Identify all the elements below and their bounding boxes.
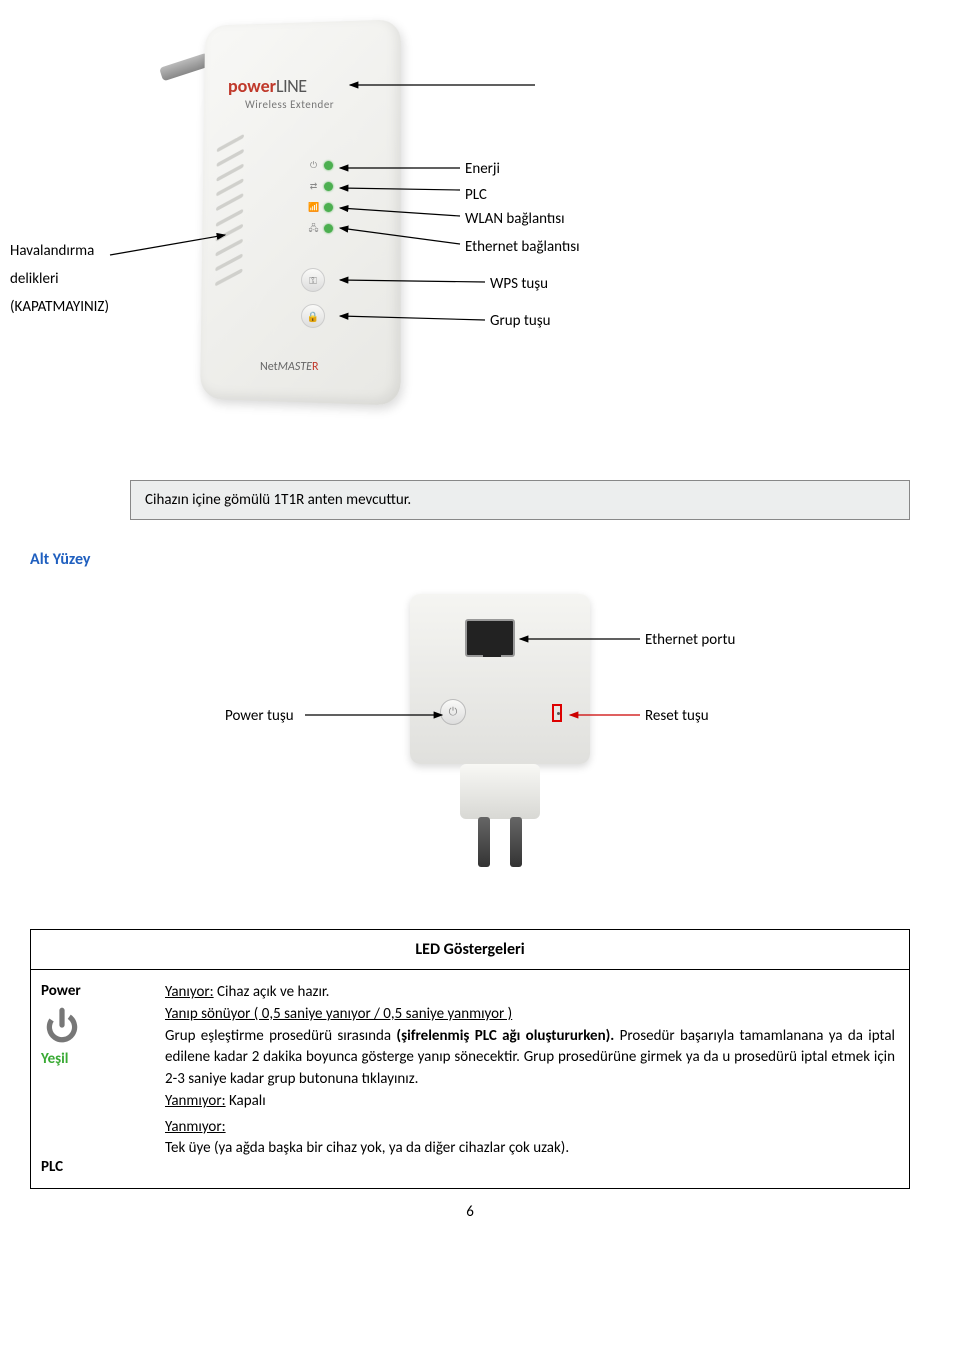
section-alt-yuzey: Alt Yüzey xyxy=(30,550,930,569)
wps-button: ⚿ xyxy=(301,268,325,292)
led-stack: ⏻ ⇄ 📶 🖧 xyxy=(308,160,333,234)
led-col-left: Power Yeşil PLC xyxy=(31,970,161,1188)
page-number: 6 xyxy=(10,1203,930,1221)
wifi-icon: 📶 xyxy=(308,202,319,213)
device-bottom: ⏻ xyxy=(390,589,610,889)
brand-bottom: NetMASTER xyxy=(260,360,318,374)
power-row-icon xyxy=(41,1004,83,1046)
front-diagram: Havalandırma delikleri (KAPATMAYINIZ) po… xyxy=(10,10,930,450)
vent-slits xyxy=(215,141,244,279)
power-on-text: Cihaz açık ve hazır. xyxy=(214,983,330,1001)
led-col-right: Yanıyor: Cihaz açık ve hazır. Yanıp sönü… xyxy=(161,970,909,1188)
vent-label-2: delikleri xyxy=(10,270,59,288)
power-blink-block: Yanıp sönüyor ( 0,5 saniye yanıyor / 0,5… xyxy=(165,1004,895,1091)
eth-icon: 🖧 xyxy=(308,223,319,234)
power-off-text: Kapalı xyxy=(226,1092,266,1110)
led-eth xyxy=(324,224,333,233)
label-power-btn: Power tuşu xyxy=(225,707,294,725)
plc-icon: ⇄ xyxy=(308,181,319,192)
power-off-line: Yanmıyor: Kapalı xyxy=(165,1091,895,1113)
brand-subtitle: Wireless Extender xyxy=(245,98,334,111)
plc-off-line: Yanmıyor: Tek üye (ya ağda başka bir cih… xyxy=(165,1117,895,1161)
prong-right xyxy=(510,817,522,867)
power-on-label: Yanıyor: xyxy=(165,983,214,1001)
plc-off-label: Yanmıyor: xyxy=(165,1118,226,1136)
power-row-color: Yeşil xyxy=(41,1050,151,1068)
label-eth: Ethernet bağlantısı xyxy=(465,238,580,256)
prong-left xyxy=(478,817,490,867)
plug-back xyxy=(460,764,540,819)
label-energy: Enerji xyxy=(465,160,500,178)
power-row-name: Power xyxy=(41,982,151,1000)
led-plc xyxy=(324,182,333,191)
label-plc: PLC xyxy=(465,186,487,204)
label-wps: WPS tuşu xyxy=(490,275,548,293)
led-energy xyxy=(324,161,333,170)
label-eth-port: Ethernet portu xyxy=(645,631,735,649)
brand-bottom-1: Net xyxy=(260,360,278,374)
label-group: Grup tuşu xyxy=(490,312,551,330)
antenna-info-box: Cihazın içine gömülü 1T1R anten mevcuttu… xyxy=(130,480,910,520)
power-on-line: Yanıyor: Cihaz açık ve hazır. xyxy=(165,982,895,1004)
led-table: LED Göstergeleri Power Yeşil PLC Yanıyor… xyxy=(30,929,910,1189)
power-icon: ⏻ xyxy=(308,160,319,171)
label-wlan: WLAN bağlantısı xyxy=(465,210,565,228)
bottom-diagram: ⏻ Ethernet portu Power tuşu Reset tuşu xyxy=(10,589,930,909)
group-button: 🔒 xyxy=(301,304,325,328)
power-off-label: Yanmıyor: xyxy=(165,1092,226,1110)
power-blink-bold: (şifrelenmiş PLC ağı oluştururken). xyxy=(396,1027,614,1045)
reset-hole xyxy=(552,704,562,722)
brand-bottom-2: MASTE xyxy=(278,360,312,374)
brand-logo: powerLINE xyxy=(228,75,307,97)
brand-bottom-r: R xyxy=(312,360,319,374)
power-button-bottom: ⏻ xyxy=(440,699,466,725)
vent-label-3: (KAPATMAYINIZ) xyxy=(10,298,109,316)
plc-off-text: Tek üye (ya ağda başka bir cihaz yok, ya… xyxy=(165,1139,569,1157)
led-table-header: LED Göstergeleri xyxy=(31,930,909,970)
brand-p1: power xyxy=(228,75,276,97)
power-blink-label: Yanıp sönüyor ( 0,5 saniye yanıyor / 0,5… xyxy=(165,1005,512,1023)
device-front: powerLINE Wireless Extender ⏻ ⇄ 📶 🖧 ⚿ 🔒 … xyxy=(140,10,420,430)
vent-label-1: Havalandırma xyxy=(10,242,94,260)
ethernet-port xyxy=(465,619,515,657)
power-blink-t1: Grup eşleştirme prosedürü sırasında xyxy=(165,1027,396,1045)
label-reset-btn: Reset tuşu xyxy=(645,707,709,725)
led-wlan xyxy=(324,203,333,212)
plug-prong xyxy=(159,53,211,82)
brand-p2: LINE xyxy=(276,75,307,97)
led-table-body: Power Yeşil PLC Yanıyor: Cihaz açık ve h… xyxy=(31,970,909,1188)
plc-row-name: PLC xyxy=(41,1158,151,1176)
